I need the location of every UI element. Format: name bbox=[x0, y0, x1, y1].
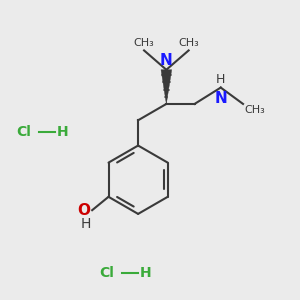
Polygon shape bbox=[161, 70, 172, 104]
Text: CH₃: CH₃ bbox=[178, 38, 199, 48]
Text: CH₃: CH₃ bbox=[134, 38, 154, 48]
Text: H: H bbox=[80, 217, 91, 231]
Text: Cl: Cl bbox=[100, 266, 114, 280]
Text: Cl: Cl bbox=[16, 125, 31, 139]
Text: H: H bbox=[216, 73, 225, 86]
Text: N: N bbox=[160, 53, 173, 68]
Text: H: H bbox=[140, 266, 151, 280]
Text: N: N bbox=[214, 91, 227, 106]
Text: O: O bbox=[78, 203, 91, 218]
Text: H: H bbox=[56, 125, 68, 139]
Text: CH₃: CH₃ bbox=[244, 105, 265, 116]
